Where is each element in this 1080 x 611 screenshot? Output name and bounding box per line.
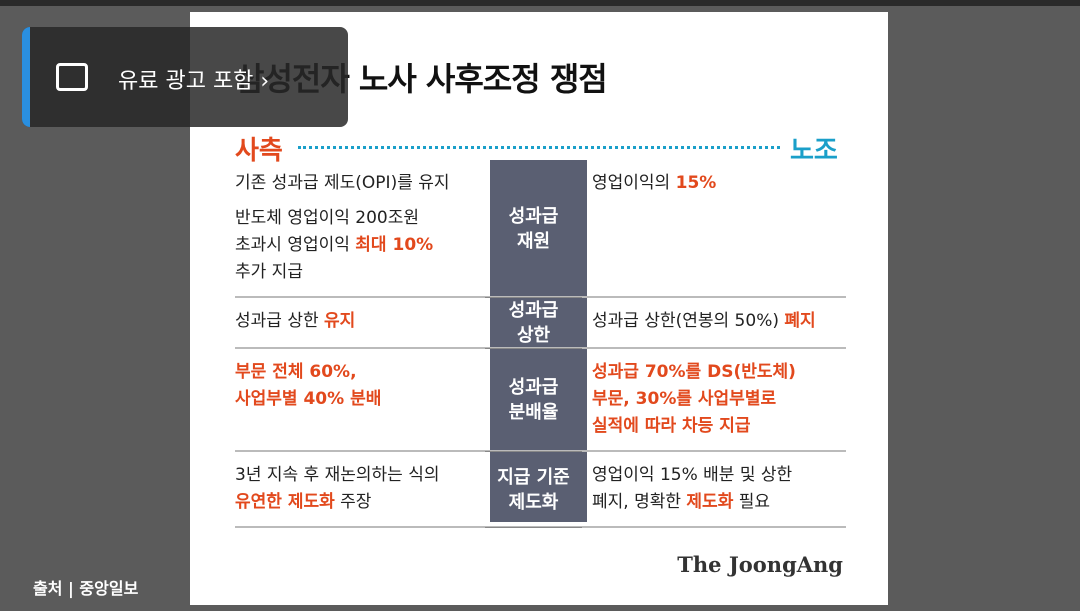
label-line: 재원 <box>516 230 551 252</box>
text: 기존 성과급 제도(OPI)를 유지 <box>235 173 450 193</box>
text: 반도체 영업이익 200조원 <box>235 208 420 228</box>
row: 부문 전체 60%, 사업부별 40% 분배 성과급 분배율 성과급 70%를 DS(반… <box>235 349 846 452</box>
text-line: 부문 전체 60%, <box>235 359 485 386</box>
paragraph: 영업이익의 15% <box>592 170 846 197</box>
text: 3년 지속 후 재논의하는 식의 <box>235 465 440 485</box>
infographic: 삼성전자 노사 사후조정 쟁점 사측 노조 기존 성과급 제도(OPI)를 유지… <box>190 12 888 605</box>
source: 출처 | 중앙일보 <box>33 579 139 598</box>
text-line: 영업이익 15% 배분 및 상한 <box>592 462 846 489</box>
text: 성과급 상한(연봉의 50%) <box>592 311 785 331</box>
ad-text: 유료 광고 포함 <box>118 69 254 94</box>
icon <box>56 63 88 91</box>
text: 폐지, 명확한 <box>592 492 687 512</box>
paragraph: 부문 전체 60%, 사업부별 40% 분배 <box>235 359 485 413</box>
text-line: 성과급 70%를 DS(반도체) <box>592 359 846 386</box>
text-line: 3년 지속 후 재논의하는 식의 <box>235 462 485 489</box>
label-line: 상한 <box>516 325 551 346</box>
text-line: 성과급 상한 유지 <box>235 308 485 335</box>
highlight: 폐지 <box>784 311 816 331</box>
text: 영업이익의 <box>592 173 676 193</box>
label-line: 분배율 <box>508 402 559 423</box>
text-line: 성과급 상한(연봉의 50%) 폐지 <box>592 308 846 335</box>
text: 주장 <box>334 492 372 512</box>
dotted-line <box>298 146 780 149</box>
logo: The JoongAng <box>677 552 843 577</box>
label-line: 지급 기준 <box>497 466 570 488</box>
highlight: 유연한 제도화 <box>235 492 335 512</box>
text-line: 폐지, 명확한 제도화 필요 <box>592 489 846 516</box>
highlight: 성과급 70%를 DS(반도체) <box>592 362 796 382</box>
middle-column <box>490 160 587 522</box>
highlight: 최대 10% <box>355 235 434 255</box>
ad-overlay[interactable]: 유료 광고 포함 › <box>22 27 348 127</box>
highlight: 15% <box>675 173 717 193</box>
right-cell: 영업이익의 15% <box>592 160 846 296</box>
text-line: 사업부별 40% 분배 <box>235 386 485 413</box>
text: 필요 <box>733 492 771 512</box>
label-line: 성과급 <box>508 377 559 398</box>
paragraph: 성과급 상한 유지 <box>235 308 485 335</box>
highlight: 부문 전체 60%, <box>235 362 357 382</box>
right-cell: 성과급 상한(연봉의 50%) 폐지 <box>592 298 846 347</box>
label-line: 성과급 <box>508 300 559 321</box>
text: 초과시 영업이익 <box>235 235 356 255</box>
text-line: 기존 성과급 제도(OPI)를 유지 <box>235 170 485 197</box>
left-header: 사측 <box>235 136 283 166</box>
text-line: 추가 지급 <box>235 259 485 286</box>
text-line: 실적에 따라 차등 지급 <box>592 413 846 440</box>
text: 추가 지급 <box>235 262 303 282</box>
left-cell: 성과급 상한 유지 <box>235 298 485 347</box>
top-bar <box>0 0 1080 6</box>
text: 영업이익 15% 배분 및 상한 <box>592 465 793 485</box>
label-line: 성과급 <box>508 205 559 227</box>
text-line: 부문, 30%를 사업부별로 <box>592 386 846 413</box>
row: 성과급 상한 유지 성과급 상한 성과급 상한(연봉의 50%) 폐지 <box>235 298 846 349</box>
row: 3년 지속 후 재논의하는 식의 유연한 제도화 주장 지급 기준 제도화 영업이익 1… <box>235 452 846 528</box>
highlight: 사업부별 40% 분배 <box>235 389 382 409</box>
highlight: 제도화 <box>686 492 734 512</box>
paragraph: 성과급 상한(연봉의 50%) 폐지 <box>592 308 846 335</box>
right-header: 노조 <box>790 136 838 166</box>
highlight: 부문, 30%를 사업부별로 <box>592 389 777 409</box>
highlight: 유지 <box>324 311 356 331</box>
label-line: 제도화 <box>508 491 559 513</box>
highlight: 실적에 따라 차등 지급 <box>592 416 751 436</box>
paragraph: 기존 성과급 제도(OPI)를 유지 <box>235 170 485 197</box>
text-line: 유연한 제도화 주장 <box>235 489 485 516</box>
text-line: 반도체 영업이익 200조원 <box>235 205 485 232</box>
text: 성과급 상한 <box>235 311 325 331</box>
text-line: 영업이익의 15% <box>592 170 846 197</box>
accent-bar <box>22 27 30 127</box>
text-line: 초과시 영업이익 최대 10% <box>235 232 485 259</box>
left-cell: 부문 전체 60%, 사업부별 40% 분배 <box>235 349 485 450</box>
ad-label[interactable]: 유료 광고 포함 › <box>118 69 270 94</box>
